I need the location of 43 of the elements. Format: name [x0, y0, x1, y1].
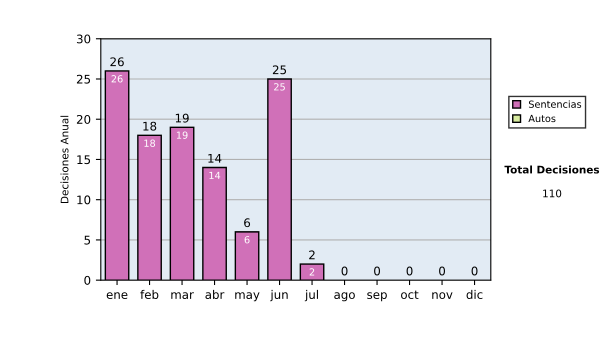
total-label: 0: [374, 266, 380, 276]
x-tick-label: jul: [304, 290, 318, 302]
y-tick-label: 5: [84, 236, 90, 245]
y-tick-label: 10: [77, 195, 90, 204]
total-label: 19: [176, 114, 189, 123]
total-label: 14: [208, 154, 222, 163]
data-label: 25: [274, 83, 285, 91]
x-tick-label: mar: [171, 292, 194, 300]
total-label: 0: [472, 266, 478, 276]
data-label: 6: [244, 236, 250, 244]
total-label: 26: [110, 57, 124, 66]
total-label: 6: [244, 218, 250, 228]
y-axis-title: Decisiones Anual: [60, 116, 68, 203]
x-tick-label: ene: [106, 292, 128, 300]
total-label: 25: [272, 65, 286, 74]
x-tick-label: nov: [432, 292, 453, 300]
x-tick-label: feb: [140, 290, 158, 300]
legend-label: Autos: [528, 114, 556, 122]
data-label: 19: [176, 131, 188, 139]
total-label: 2: [309, 250, 315, 260]
data-label: 18: [144, 140, 156, 147]
data-label: 26: [112, 75, 123, 82]
x-tick-label: may: [235, 292, 260, 302]
total-label: 0: [342, 266, 348, 276]
y-tick-label: 15: [77, 155, 90, 164]
x-tick-label: abr: [205, 290, 224, 300]
text: 110: [543, 189, 562, 198]
y-tick-label: 20: [76, 114, 90, 124]
data-label: 14: [209, 172, 220, 179]
x-tick-label: ago: [334, 292, 355, 302]
y-tick-label: 25: [76, 74, 90, 84]
text: Total Decisiones: [504, 165, 600, 174]
y-tick-label: 0: [84, 276, 90, 285]
total-label: 0: [406, 266, 413, 276]
x-tick-label: sep: [367, 292, 387, 302]
legend-label: Sentencias: [528, 100, 582, 108]
x-tick-label: jun: [270, 290, 288, 302]
y-tick-label: 30: [76, 34, 90, 44]
x-tick-label: dic: [466, 290, 482, 300]
total-label: 0: [439, 266, 446, 276]
data-label: 2: [310, 268, 314, 276]
total-label: 18: [143, 122, 156, 131]
x-tick-label: oct: [401, 290, 418, 300]
